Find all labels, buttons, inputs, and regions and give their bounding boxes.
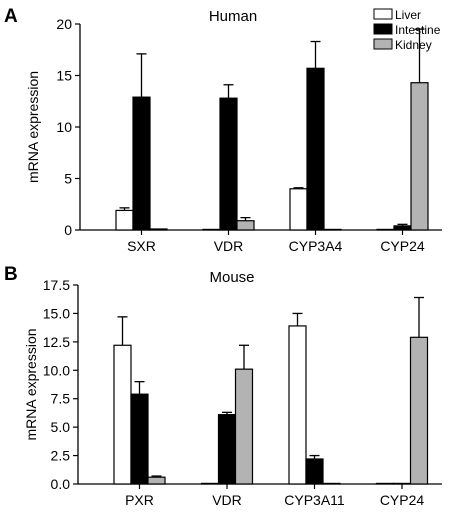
y-tick-label: 10 [56, 119, 72, 135]
y-axis-label: mRNA expression [25, 71, 41, 183]
bar-liver [200, 482, 220, 485]
panel-letter: A [4, 6, 18, 27]
legend-label-intestine: Intestine [395, 23, 441, 37]
y-tick-label: 12.5 [43, 334, 70, 350]
bar-kidney [322, 482, 341, 485]
bar-kidney [234, 368, 254, 485]
y-tick-label: 0.0 [51, 476, 71, 492]
x-tick-label: CYP3A4 [289, 238, 343, 254]
chart-panel-b: B Mouse mRNA expression 0.0 2.5 5.0 7.5 10.0 12.… [4, 264, 442, 508]
legend-swatch-kidney [373, 38, 393, 50]
bar-kidney [149, 228, 168, 231]
panel-title: Mouse [209, 269, 254, 286]
y-tick-label: 2.5 [51, 448, 71, 464]
bar-liver [113, 344, 132, 485]
bar-intestine [393, 225, 412, 231]
bar-kidney [410, 82, 429, 231]
chart-panel-a: A Human mRNA expression 0 5 10 15 20 SXR VDR CYP3A… [4, 6, 442, 254]
bar-intestine [305, 458, 324, 485]
x-tick-label: CYP24 [380, 492, 425, 508]
bar-intestine [217, 414, 237, 485]
x-tick-label: CYP3A11 [284, 492, 345, 508]
bar-liver [202, 228, 221, 231]
legend-swatch-intestine [373, 23, 393, 35]
y-tick-label: 7.5 [51, 391, 71, 407]
legend-label-kidney: Kidney [395, 38, 432, 52]
bar-kidney [323, 228, 342, 231]
y-tick-label: 15.0 [43, 305, 70, 321]
bar-kidney [147, 476, 166, 485]
bar-liver [289, 188, 308, 231]
x-tick-label: CYP24 [380, 238, 425, 254]
x-tick-label: VDR [212, 492, 242, 508]
bar-liver [375, 482, 395, 485]
bar-intestine [132, 96, 151, 231]
bar-liver [288, 325, 307, 485]
bar-intestine [219, 97, 238, 231]
bar-intestine [130, 393, 149, 485]
panel-letter: B [4, 264, 18, 285]
x-tick-label: PXR [125, 492, 154, 508]
bar-intestine [306, 67, 325, 231]
bar-liver [376, 228, 395, 231]
bar-kidney [236, 220, 255, 231]
y-tick-label: 10.0 [43, 362, 70, 378]
bar-liver [115, 209, 134, 231]
y-tick-label: 5 [64, 171, 72, 187]
bar-intestine [392, 482, 412, 485]
legend-label-liver: Liver [395, 8, 421, 22]
y-tick-label: 5.0 [51, 419, 71, 435]
legend-swatch-liver [373, 8, 393, 20]
y-tick-label: 0 [64, 222, 72, 238]
bar-kidney [409, 336, 429, 485]
y-tick-label: 20 [56, 16, 72, 32]
panel-title: Human [209, 8, 257, 25]
x-tick-label: VDR [214, 238, 244, 254]
x-tick-label: SXR [127, 238, 156, 254]
y-axis-label: mRNA expression [23, 328, 39, 440]
y-tick-label: 17.5 [43, 277, 70, 293]
y-tick-label: 15 [56, 68, 72, 84]
